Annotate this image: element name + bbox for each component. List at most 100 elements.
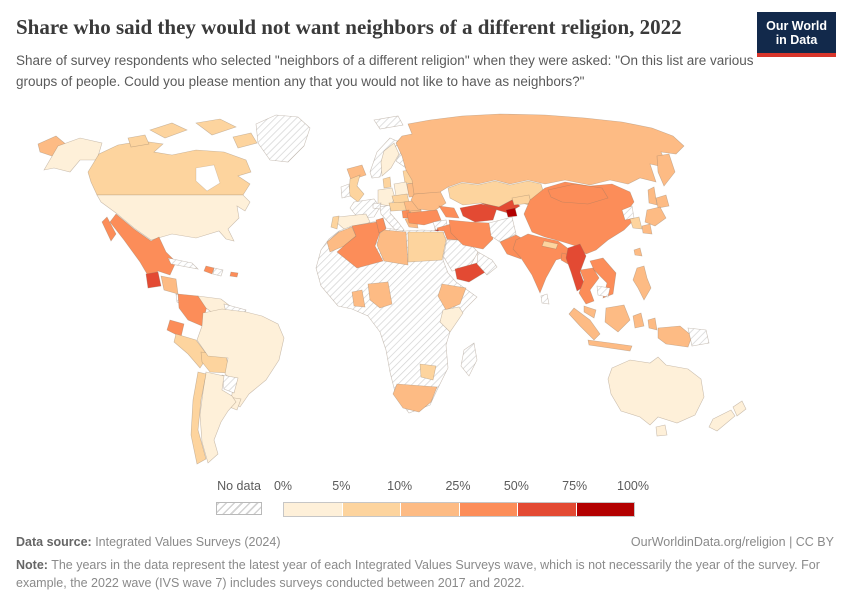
legend-tick-label: 100%: [617, 479, 649, 493]
country-australia[interactable]: [607, 356, 705, 426]
data-source-text[interactable]: Integrated Values Surveys (2024): [91, 535, 281, 549]
country-guatemala[interactable]: [145, 271, 162, 289]
legend-tick-label: 25%: [445, 479, 471, 493]
country-nigeria[interactable]: [367, 281, 393, 309]
country-egypt[interactable]: [407, 231, 447, 263]
world-map-svg: [37, 113, 747, 465]
country-nepal[interactable]: [541, 240, 559, 250]
legend-tick-label: 50%: [503, 479, 529, 493]
country-afghanistan[interactable]: [488, 216, 517, 243]
owid-logo-line2: in Data: [775, 33, 818, 48]
country-kenya[interactable]: [439, 306, 464, 333]
country-argentina[interactable]: [199, 371, 237, 464]
legend-bin-10-25%[interactable]: [401, 503, 459, 516]
legend-bin-50-75%[interactable]: [518, 503, 576, 516]
country-indonesia-borneo[interactable]: [604, 304, 631, 333]
note-text: The years in the data represent the late…: [16, 558, 820, 591]
country-japan-honshu[interactable]: [644, 206, 667, 227]
country-honduras-nicaragua[interactable]: [160, 275, 179, 295]
country-taiwan[interactable]: [633, 247, 643, 257]
data-source-label: Data source:: [16, 535, 92, 549]
rights-link[interactable]: OurWorldinData.org/religion | CC BY: [630, 535, 834, 549]
country-south-korea[interactable]: [629, 216, 643, 230]
country-puerto-rico[interactable]: [229, 271, 239, 278]
country-paraguay[interactable]: [221, 374, 239, 394]
country-turkmenistan[interactable]: [459, 203, 498, 223]
country-russia[interactable]: [395, 113, 685, 195]
country-russia-sakhalin[interactable]: [647, 186, 658, 206]
country-canada-island[interactable]: [149, 122, 188, 139]
country-papua-new-guinea[interactable]: [687, 327, 710, 347]
country-dominican-republic[interactable]: [212, 267, 224, 277]
country-indonesia-java[interactable]: [587, 339, 633, 352]
country-indonesia-sulawesi[interactable]: [632, 312, 645, 329]
legend-tick-label: 10%: [387, 479, 413, 493]
country-japan-hokkaido[interactable]: [655, 194, 670, 209]
country-malaysia[interactable]: [583, 305, 597, 319]
country-india[interactable]: [512, 233, 571, 294]
country-cambodia[interactable]: [596, 285, 611, 298]
country-denmark[interactable]: [382, 176, 392, 189]
legend-tick-label: 5%: [332, 479, 351, 493]
country-ghana[interactable]: [351, 289, 366, 308]
country-uk[interactable]: [348, 174, 365, 203]
country-yemen[interactable]: [454, 262, 488, 283]
country-france[interactable]: [349, 198, 381, 219]
country-madagascar[interactable]: [460, 342, 478, 377]
country-philippines[interactable]: [632, 265, 652, 301]
country-north-korea[interactable]: [621, 205, 635, 221]
country-peru[interactable]: [173, 333, 209, 369]
country-mongolia[interactable]: [547, 183, 609, 205]
country-ethiopia[interactable]: [437, 283, 467, 311]
country-iran[interactable]: [448, 219, 494, 250]
legend-colorbar: [283, 502, 635, 517]
country-indonesia-sumatra[interactable]: [568, 307, 601, 341]
country-mexico-baja[interactable]: [101, 216, 117, 242]
country-canada-island[interactable]: [195, 118, 237, 136]
country-switzerland[interactable]: [372, 202, 382, 210]
legend-bin-75-100%[interactable]: [576, 503, 634, 516]
country-south-africa[interactable]: [392, 383, 438, 413]
country-greenland[interactable]: [255, 114, 311, 163]
country-sri-lanka[interactable]: [540, 293, 550, 305]
country-usa[interactable]: [96, 194, 251, 242]
country-portugal[interactable]: [330, 215, 340, 230]
country-thailand[interactable]: [578, 267, 600, 305]
legend-bin-0-5%[interactable]: [284, 503, 342, 516]
chart-note: Note: The years in the data represent th…: [16, 556, 826, 592]
country-brazil[interactable]: [196, 308, 285, 408]
country-svalbard[interactable]: [373, 115, 404, 130]
country-zimbabwe[interactable]: [419, 363, 437, 381]
country-cuba[interactable]: [167, 257, 199, 270]
country-caucasus[interactable]: [438, 205, 460, 219]
owid-logo[interactable]: Our World in Data: [757, 12, 836, 57]
country-haiti[interactable]: [203, 265, 215, 275]
country-sweden[interactable]: [380, 142, 400, 177]
country-canada[interactable]: [87, 140, 252, 196]
country-indonesia-papua[interactable]: [657, 325, 693, 348]
country-japan-kyushu[interactable]: [641, 223, 653, 235]
hudson-bay: [195, 164, 221, 192]
country-australia-tasmania[interactable]: [655, 424, 668, 437]
country-canada-island[interactable]: [127, 134, 150, 148]
legend-no-data-swatch[interactable]: [216, 502, 262, 515]
legend-bin-5-10%[interactable]: [342, 503, 400, 516]
country-tunisia[interactable]: [375, 217, 387, 234]
owid-logo-line1: Our World: [766, 19, 827, 33]
country-ireland[interactable]: [340, 183, 351, 199]
legend-bin-25-50%[interactable]: [459, 503, 517, 516]
country-canada-island[interactable]: [232, 132, 258, 149]
country-oman-uae[interactable]: [476, 251, 498, 276]
country-tajikistan[interactable]: [505, 207, 518, 218]
country-chile[interactable]: [190, 371, 207, 465]
country-ecuador[interactable]: [166, 319, 185, 338]
country-new-zealand-north[interactable]: [732, 400, 747, 417]
country-indonesia-maluku[interactable]: [647, 317, 658, 331]
country-iceland[interactable]: [346, 164, 367, 181]
country-mexico[interactable]: [109, 213, 177, 280]
country-russia-kamchatka[interactable]: [656, 153, 676, 187]
country-germany[interactable]: [377, 187, 396, 207]
country-new-zealand-south[interactable]: [708, 409, 736, 432]
country-turkey[interactable]: [406, 209, 442, 226]
country-libya[interactable]: [376, 229, 409, 266]
